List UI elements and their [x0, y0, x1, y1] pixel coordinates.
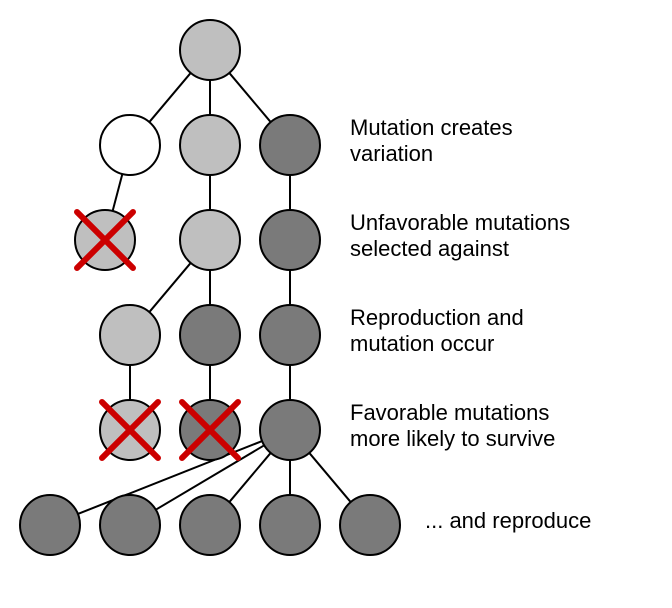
tree-node — [100, 305, 160, 365]
row-label: Unfavorable mutationsselected against — [350, 210, 570, 261]
row-label: Favorable mutationsmore likely to surviv… — [350, 400, 555, 451]
tree-node — [340, 495, 400, 555]
tree-node — [180, 210, 240, 270]
tree-node — [260, 400, 320, 460]
label-layer: Mutation createsvariation Unfavorable mut… — [350, 115, 591, 533]
edge — [229, 73, 270, 122]
diagram-stage: Mutation createsvariation Unfavorable mut… — [0, 0, 672, 608]
edge — [309, 453, 350, 502]
edge — [229, 453, 270, 502]
tree-node — [20, 495, 80, 555]
tree-node — [180, 495, 240, 555]
tree-node — [180, 305, 240, 365]
row-label: Reproduction andmutation occur — [350, 305, 524, 356]
tree-node — [260, 115, 320, 175]
natural-selection-diagram: Mutation createsvariation Unfavorable mut… — [0, 0, 672, 608]
tree-node — [100, 495, 160, 555]
tree-node — [180, 20, 240, 80]
row-label: Mutation createsvariation — [350, 115, 513, 166]
edge — [149, 263, 190, 312]
tree-node — [260, 210, 320, 270]
tree-node — [100, 115, 160, 175]
edge — [113, 174, 123, 211]
tree-node — [180, 115, 240, 175]
edge — [149, 73, 190, 122]
row-label: ... and reproduce — [425, 508, 591, 533]
tree-node — [260, 305, 320, 365]
tree-node — [260, 495, 320, 555]
